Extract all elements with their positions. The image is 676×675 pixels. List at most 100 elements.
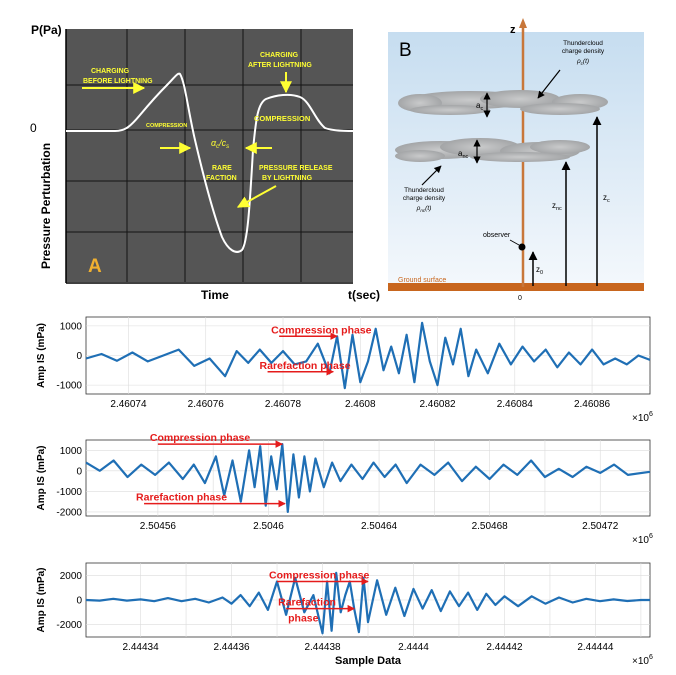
ann-rare-1: RARE (212, 165, 232, 172)
x-tick-label: 2.50464 (361, 521, 398, 532)
y-axis-label: Amp IS (mPa) (36, 567, 47, 632)
panel-a-y-unit: P(Pa) (31, 23, 62, 37)
x-tick-label: 2.50456 (140, 521, 177, 532)
panel-a-y-label: Pressure Perturbation (39, 143, 53, 269)
top-cloud-caption-1: Thundercloud (563, 40, 603, 47)
x-tick-label: 2.44436 (213, 642, 250, 653)
observer-dot (518, 243, 526, 251)
annotation-text: Rarefaction phase (136, 492, 227, 504)
x-tick-label: 2.50472 (582, 521, 619, 532)
annotation-text: Compression phase (269, 570, 370, 582)
ann-charging-before-1: CHARGING (91, 68, 130, 75)
y-tick-label: 0 (76, 351, 82, 362)
annotation-text: Compression phase (150, 432, 251, 444)
x-tick-label: 2.46082 (419, 399, 456, 410)
panel-b-labels: ac anc zc znc z0 observer (458, 101, 610, 276)
y-tick-label: -2000 (56, 507, 82, 518)
ann-release-2: BY LIGHTNING (262, 175, 313, 182)
ann-charging-after-1: CHARGING (260, 52, 299, 59)
x-tick-label: 2.5046 (253, 521, 284, 532)
x-tick-label: 2.4444 (398, 642, 429, 653)
annotation-text-line2: phase (288, 613, 319, 625)
label-z-nc: znc (552, 201, 562, 212)
bottom-cloud-caption: Thundercloud charge density ρnc(t) (403, 187, 446, 213)
arrow-top-cloud-label (537, 69, 561, 99)
label-z-0: z0 (536, 265, 543, 276)
ann-charging-after-2: AFTER LIGHTNING (248, 62, 312, 69)
panel-a-x-end: t(sec) (348, 288, 380, 302)
bottom-cloud-caption-1: Thundercloud (404, 187, 444, 194)
chart-1: 1000 0 -1000 2.46074 2.46076 2.46078 2.4608 2.4… (36, 316, 653, 424)
x-tick-label: 2.4608 (345, 399, 376, 410)
panel-b-ground-label: Ground surface (398, 277, 446, 284)
y-tick-label: 1000 (60, 321, 83, 332)
top-cloud-caption-rho: ρc(t) (576, 58, 589, 66)
x-tick-label: 2.44434 (123, 642, 160, 653)
panel-b: Ground surface 0 z (388, 18, 644, 302)
y-tick-label: -2000 (56, 620, 82, 631)
series-line (85, 571, 650, 635)
panel-a-pressure-curve (66, 72, 354, 253)
panel-a-plot-area (66, 29, 353, 282)
label-a-c: ac (476, 101, 483, 112)
x-tick-label: 2.46086 (574, 399, 611, 410)
x-tick-label: 2.46076 (188, 399, 225, 410)
panel-a-annotations: CHARGING BEFORE LIGHTNING COMPRESSION αc… (82, 52, 333, 208)
panel-b-z-arrowhead (519, 18, 527, 28)
x-tick-label: 2.46078 (265, 399, 302, 410)
panel-a: P(Pa) 0 Pressure Perturbation CHARGING B… (30, 23, 380, 302)
label-a-nc: anc (458, 149, 469, 160)
top-cloud-caption-2: charge density (562, 48, 605, 55)
ann-rare-2: FACTION (206, 175, 237, 182)
bottom-cloud-caption-rho: ρnc(t) (416, 205, 432, 213)
ann-compression-left: COMPRESSION (146, 123, 187, 129)
panel-a-x-label: Time (201, 288, 229, 302)
panel-b-ground (388, 283, 644, 291)
bottom-cloud-caption-2: charge density (403, 195, 446, 202)
panel-a-zero-label: 0 (30, 121, 37, 135)
x-tick-label: 2.44438 (304, 642, 341, 653)
series-line (85, 443, 651, 513)
annotation-text: Compression phase (271, 324, 372, 336)
chart-2: 1000 0 -1000 -2000 2.50456 2.5046 2.50464 2.504… (36, 432, 653, 546)
x-exponent: ×106 (632, 411, 653, 424)
x-axis-label: Sample Data (335, 655, 402, 667)
ann-alpha: αc/cs (211, 138, 229, 150)
top-cloud-caption: Thundercloud charge density ρc(t) (562, 40, 605, 66)
y-tick-label: 1000 (60, 446, 83, 457)
panel-b-letter: B (399, 40, 412, 61)
arrow-release (236, 185, 277, 208)
annotation-text: Rarefaction (278, 597, 336, 609)
ann-compression-right: COMPRESSION (254, 114, 310, 123)
panel-a-letter: A (88, 256, 102, 277)
ann-charging-before-2: BEFORE LIGHTNING (83, 78, 153, 85)
y-axis-label: Amp IS (mPa) (36, 445, 47, 510)
y-tick-label: 2000 (60, 571, 83, 582)
arrow-bottom-cloud-label (421, 165, 442, 186)
x-exponent: ×106 (632, 654, 653, 667)
x-tick-label: 2.44444 (577, 642, 614, 653)
y-tick-label: 0 (76, 466, 82, 477)
chart-3: 2000 0 -2000 2.44434 2.44436 2.44438 2.4444 2.4… (36, 562, 653, 667)
y-tick-label: -1000 (56, 487, 82, 498)
panel-b-origin: 0 (518, 295, 522, 302)
x-tick-label: 2.50468 (472, 521, 509, 532)
x-tick-label: 2.46084 (497, 399, 534, 410)
y-axis-label: Amp IS (mPa) (36, 323, 47, 388)
ann-release-1: PRESSURE RELEASE (259, 165, 333, 172)
x-exponent: ×106 (632, 533, 653, 546)
y-tick-label: -1000 (56, 381, 82, 392)
panel-b-dimensions (421, 69, 602, 286)
time-series-charts: 1000 0 -1000 2.46074 2.46076 2.46078 2.4608 2.4… (36, 316, 653, 667)
x-tick-label: 2.44442 (486, 642, 523, 653)
label-z-c: zc (603, 193, 610, 204)
y-tick-label: 0 (76, 596, 82, 607)
series-line (85, 321, 651, 390)
chart-plot-area (85, 439, 651, 517)
x-tick-label: 2.46074 (110, 399, 147, 410)
panel-b-z-label: z (510, 24, 516, 36)
bottom-cloud (395, 138, 590, 162)
annotation-text: Rarefaction phase (260, 360, 351, 372)
label-observer: observer (483, 232, 511, 239)
